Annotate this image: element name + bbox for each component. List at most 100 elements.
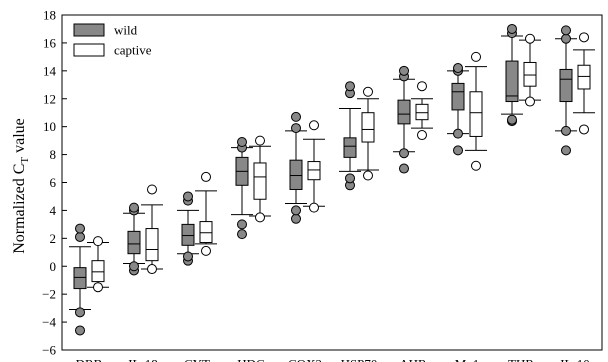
outlier-point (255, 212, 265, 223)
outlier-point (579, 124, 589, 135)
plot-area (61, 14, 603, 351)
outlier-point (453, 145, 463, 156)
outlier-point (201, 171, 211, 182)
y-tick-label: 8 (50, 147, 57, 162)
box (361, 112, 375, 143)
legend: wild captive (73, 23, 152, 58)
outlier-point (291, 123, 301, 134)
outlier-point (561, 145, 571, 156)
legend-swatch-captive (73, 43, 105, 57)
x-tick-label: IL-18 (128, 357, 158, 362)
x-tick-label: Mx1 (455, 357, 480, 362)
x-tick-label: HDC (237, 357, 264, 362)
box (577, 64, 591, 90)
y-tick-label: −2 (42, 287, 56, 302)
y-tick-label: 2 (50, 231, 57, 246)
outlier-point (471, 160, 481, 171)
y-axis: −6 −4 −2 0 2 4 6 8 10 12 14 16 18 (42, 8, 67, 358)
box (145, 228, 159, 262)
box-wild-drb (69, 223, 91, 336)
outlier-point (471, 51, 481, 62)
y-tick-label: 10 (43, 119, 56, 134)
outlier-point (75, 223, 85, 234)
box (415, 103, 429, 121)
box-captive-drb (87, 236, 109, 293)
y-tick-label: 0 (50, 259, 57, 274)
box (199, 221, 213, 244)
outlier-point (201, 245, 211, 256)
box-captive-hsp70 (357, 86, 379, 181)
y-tick-label: 12 (43, 91, 56, 106)
x-tick-label: AHR (399, 357, 427, 362)
plot-frame (61, 14, 603, 351)
outlier-point (75, 231, 85, 242)
outlier-point (129, 261, 139, 272)
legend-label-captive: captive (114, 43, 152, 58)
box-captive-il-18 (141, 184, 163, 275)
outlier-point (363, 170, 373, 181)
outlier-point (453, 63, 463, 74)
box-series (69, 23, 595, 336)
y-axis-title: Normalized CT value (11, 118, 31, 254)
box (307, 161, 321, 181)
box (397, 99, 411, 125)
box (181, 223, 195, 246)
box (523, 61, 537, 87)
outlier-point (129, 202, 139, 213)
legend-label-wild: wild (114, 23, 138, 38)
box-captive-cox2 (303, 120, 325, 213)
box-captive-thr (519, 33, 541, 107)
box-wild-il-18 (123, 202, 145, 276)
outlier-point (507, 23, 517, 34)
box-wild-hdc (231, 137, 253, 240)
x-tick-label: HSP70 (341, 357, 378, 362)
box-captive-hdc (249, 135, 271, 223)
outlier-point (183, 251, 193, 262)
outlier-point (561, 33, 571, 44)
box (451, 82, 465, 111)
legend-swatch-wild (73, 23, 105, 37)
box (289, 159, 303, 190)
box-captive-cyt (195, 171, 217, 256)
y-axis-title-subscript: T (19, 157, 31, 164)
outlier-point (561, 25, 571, 36)
box (127, 230, 141, 255)
y-tick-label: 18 (43, 8, 56, 23)
outlier-point (579, 32, 589, 43)
y-tick-label: 14 (43, 63, 57, 78)
box-wild-thr (501, 23, 523, 127)
outlier-point (255, 135, 265, 146)
box-wild-il-10 (555, 25, 577, 156)
outlier-point (561, 125, 571, 136)
outlier-point (93, 236, 103, 247)
box-wild-cyt (177, 191, 199, 266)
box (253, 162, 267, 200)
outlier-point (417, 81, 427, 92)
x-axis: DRB IL-18 CYT HDC COX2 HSP70 AHR Mx1 THR IL-10 (76, 357, 590, 362)
box (73, 267, 87, 290)
outlier-point (399, 163, 409, 174)
outlier-point (291, 205, 301, 216)
outlier-point (507, 114, 517, 125)
outlier-point (309, 120, 319, 131)
outlier-point (291, 213, 301, 224)
y-tick-label: 16 (43, 35, 57, 50)
outlier-point (525, 96, 535, 107)
x-tick-label: CYT (184, 357, 210, 362)
outlier-point (147, 264, 157, 275)
outlier-point (309, 202, 319, 213)
outlier-point (345, 81, 355, 92)
box-wild-cox2 (285, 111, 307, 224)
outlier-point (399, 148, 409, 159)
x-tick-label: COX2 (288, 357, 322, 362)
y-axis-title-rest: value (11, 118, 28, 157)
outlier-point (93, 282, 103, 293)
outlier-point (75, 325, 85, 336)
box-captive-il-10 (573, 32, 595, 135)
outlier-point (399, 65, 409, 76)
y-tick-label: −4 (42, 315, 56, 330)
outlier-point (345, 173, 355, 184)
x-tick-label: IL-10 (560, 357, 590, 362)
outlier-point (237, 229, 247, 240)
outlier-point (147, 184, 157, 195)
